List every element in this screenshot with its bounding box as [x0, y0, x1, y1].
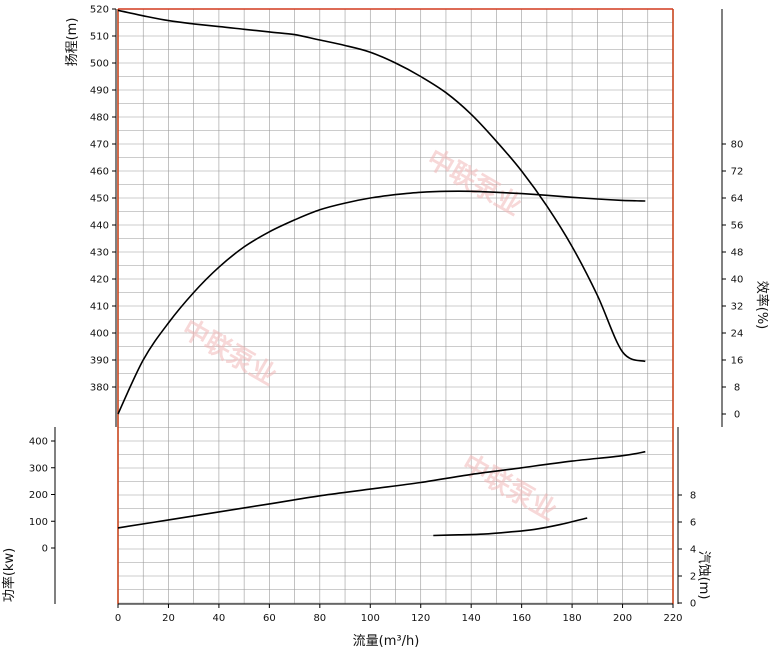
- npsh-curve: [433, 517, 588, 537]
- x-axis-title: 流量(m³/h): [353, 634, 420, 649]
- power-tick-label: 100: [29, 517, 48, 528]
- npsh-tick-label: 6: [690, 518, 696, 529]
- x-tick-label: 220: [663, 613, 682, 624]
- x-tick-label: 160: [512, 613, 531, 624]
- head-tick-label: 400: [90, 329, 109, 340]
- head-tick-label: 380: [90, 383, 109, 394]
- head-tick-label: 510: [90, 32, 109, 43]
- power-axis-title: 功率(kw): [1, 548, 17, 602]
- npsh-tick-label: 2: [690, 572, 696, 583]
- x-tick-label: 100: [361, 613, 380, 624]
- efficiency-axis-title: 效率(%): [754, 281, 770, 330]
- frame-layer: [54, 8, 723, 605]
- efficiency-tick-label: 80: [731, 140, 744, 151]
- head-tick-label: 480: [90, 113, 109, 124]
- efficiency-tick-label: 40: [731, 275, 744, 286]
- x-tick-label: 0: [115, 613, 121, 624]
- power-tick-label: 200: [29, 490, 48, 501]
- efficiency-tick-label: 32: [731, 302, 744, 313]
- x-tick-label: 20: [162, 613, 175, 624]
- watermark-text: 中联泵业: [456, 449, 561, 527]
- head-curve: [117, 9, 646, 363]
- power-curve: [117, 450, 646, 529]
- efficiency-tick-label: 8: [734, 383, 740, 394]
- head-tick-label: 460: [90, 167, 109, 178]
- x-tick-label: 200: [613, 613, 632, 624]
- x-tick-label: 40: [213, 613, 226, 624]
- efficiency-curve: [117, 190, 646, 415]
- npsh-tick-label: 8: [690, 491, 696, 502]
- x-tick-label: 80: [313, 613, 326, 624]
- efficiency-tick-label: 48: [731, 248, 744, 259]
- watermark-text: 中联泵业: [421, 144, 526, 222]
- power-tick-label: 300: [29, 463, 48, 474]
- head-tick-label: 390: [90, 356, 109, 367]
- curve-layer: [117, 9, 646, 537]
- head-tick-label: 440: [90, 221, 109, 232]
- head-tick-label: 420: [90, 275, 109, 286]
- efficiency-tick-label: 64: [731, 194, 744, 205]
- efficiency-tick-label: 56: [731, 221, 744, 232]
- power-tick-label: 400: [29, 437, 48, 448]
- head-tick-label: 450: [90, 194, 109, 205]
- head-tick-label: 410: [90, 302, 109, 313]
- x-tick-label: 120: [411, 613, 430, 624]
- efficiency-tick-label: 72: [731, 167, 744, 178]
- head-tick-label: 490: [90, 86, 109, 97]
- npsh-tick-label: 4: [690, 545, 696, 556]
- x-tick-label: 180: [563, 613, 582, 624]
- head-tick-label: 520: [90, 5, 109, 16]
- efficiency-tick-label: 16: [731, 356, 744, 367]
- npsh-tick-label: 0: [690, 599, 696, 610]
- head-tick-label: 430: [90, 248, 109, 259]
- x-tick-label: 60: [263, 613, 276, 624]
- head-tick-label: 500: [90, 59, 109, 70]
- efficiency-tick-label: 0: [734, 410, 740, 421]
- tick-layer: 0 20 40 60 80 100 120 140 160 180 200 2203803904004…: [29, 5, 743, 625]
- x-tick-label: 140: [462, 613, 481, 624]
- efficiency-tick-label: 24: [731, 329, 744, 340]
- power-tick-label: 0: [42, 544, 48, 555]
- watermark-text: 中联泵业: [176, 314, 281, 392]
- npsh-axis-title: 汽蚀(m): [696, 551, 711, 600]
- head-axis-title: 扬程(m): [65, 18, 80, 67]
- head-tick-label: 470: [90, 140, 109, 151]
